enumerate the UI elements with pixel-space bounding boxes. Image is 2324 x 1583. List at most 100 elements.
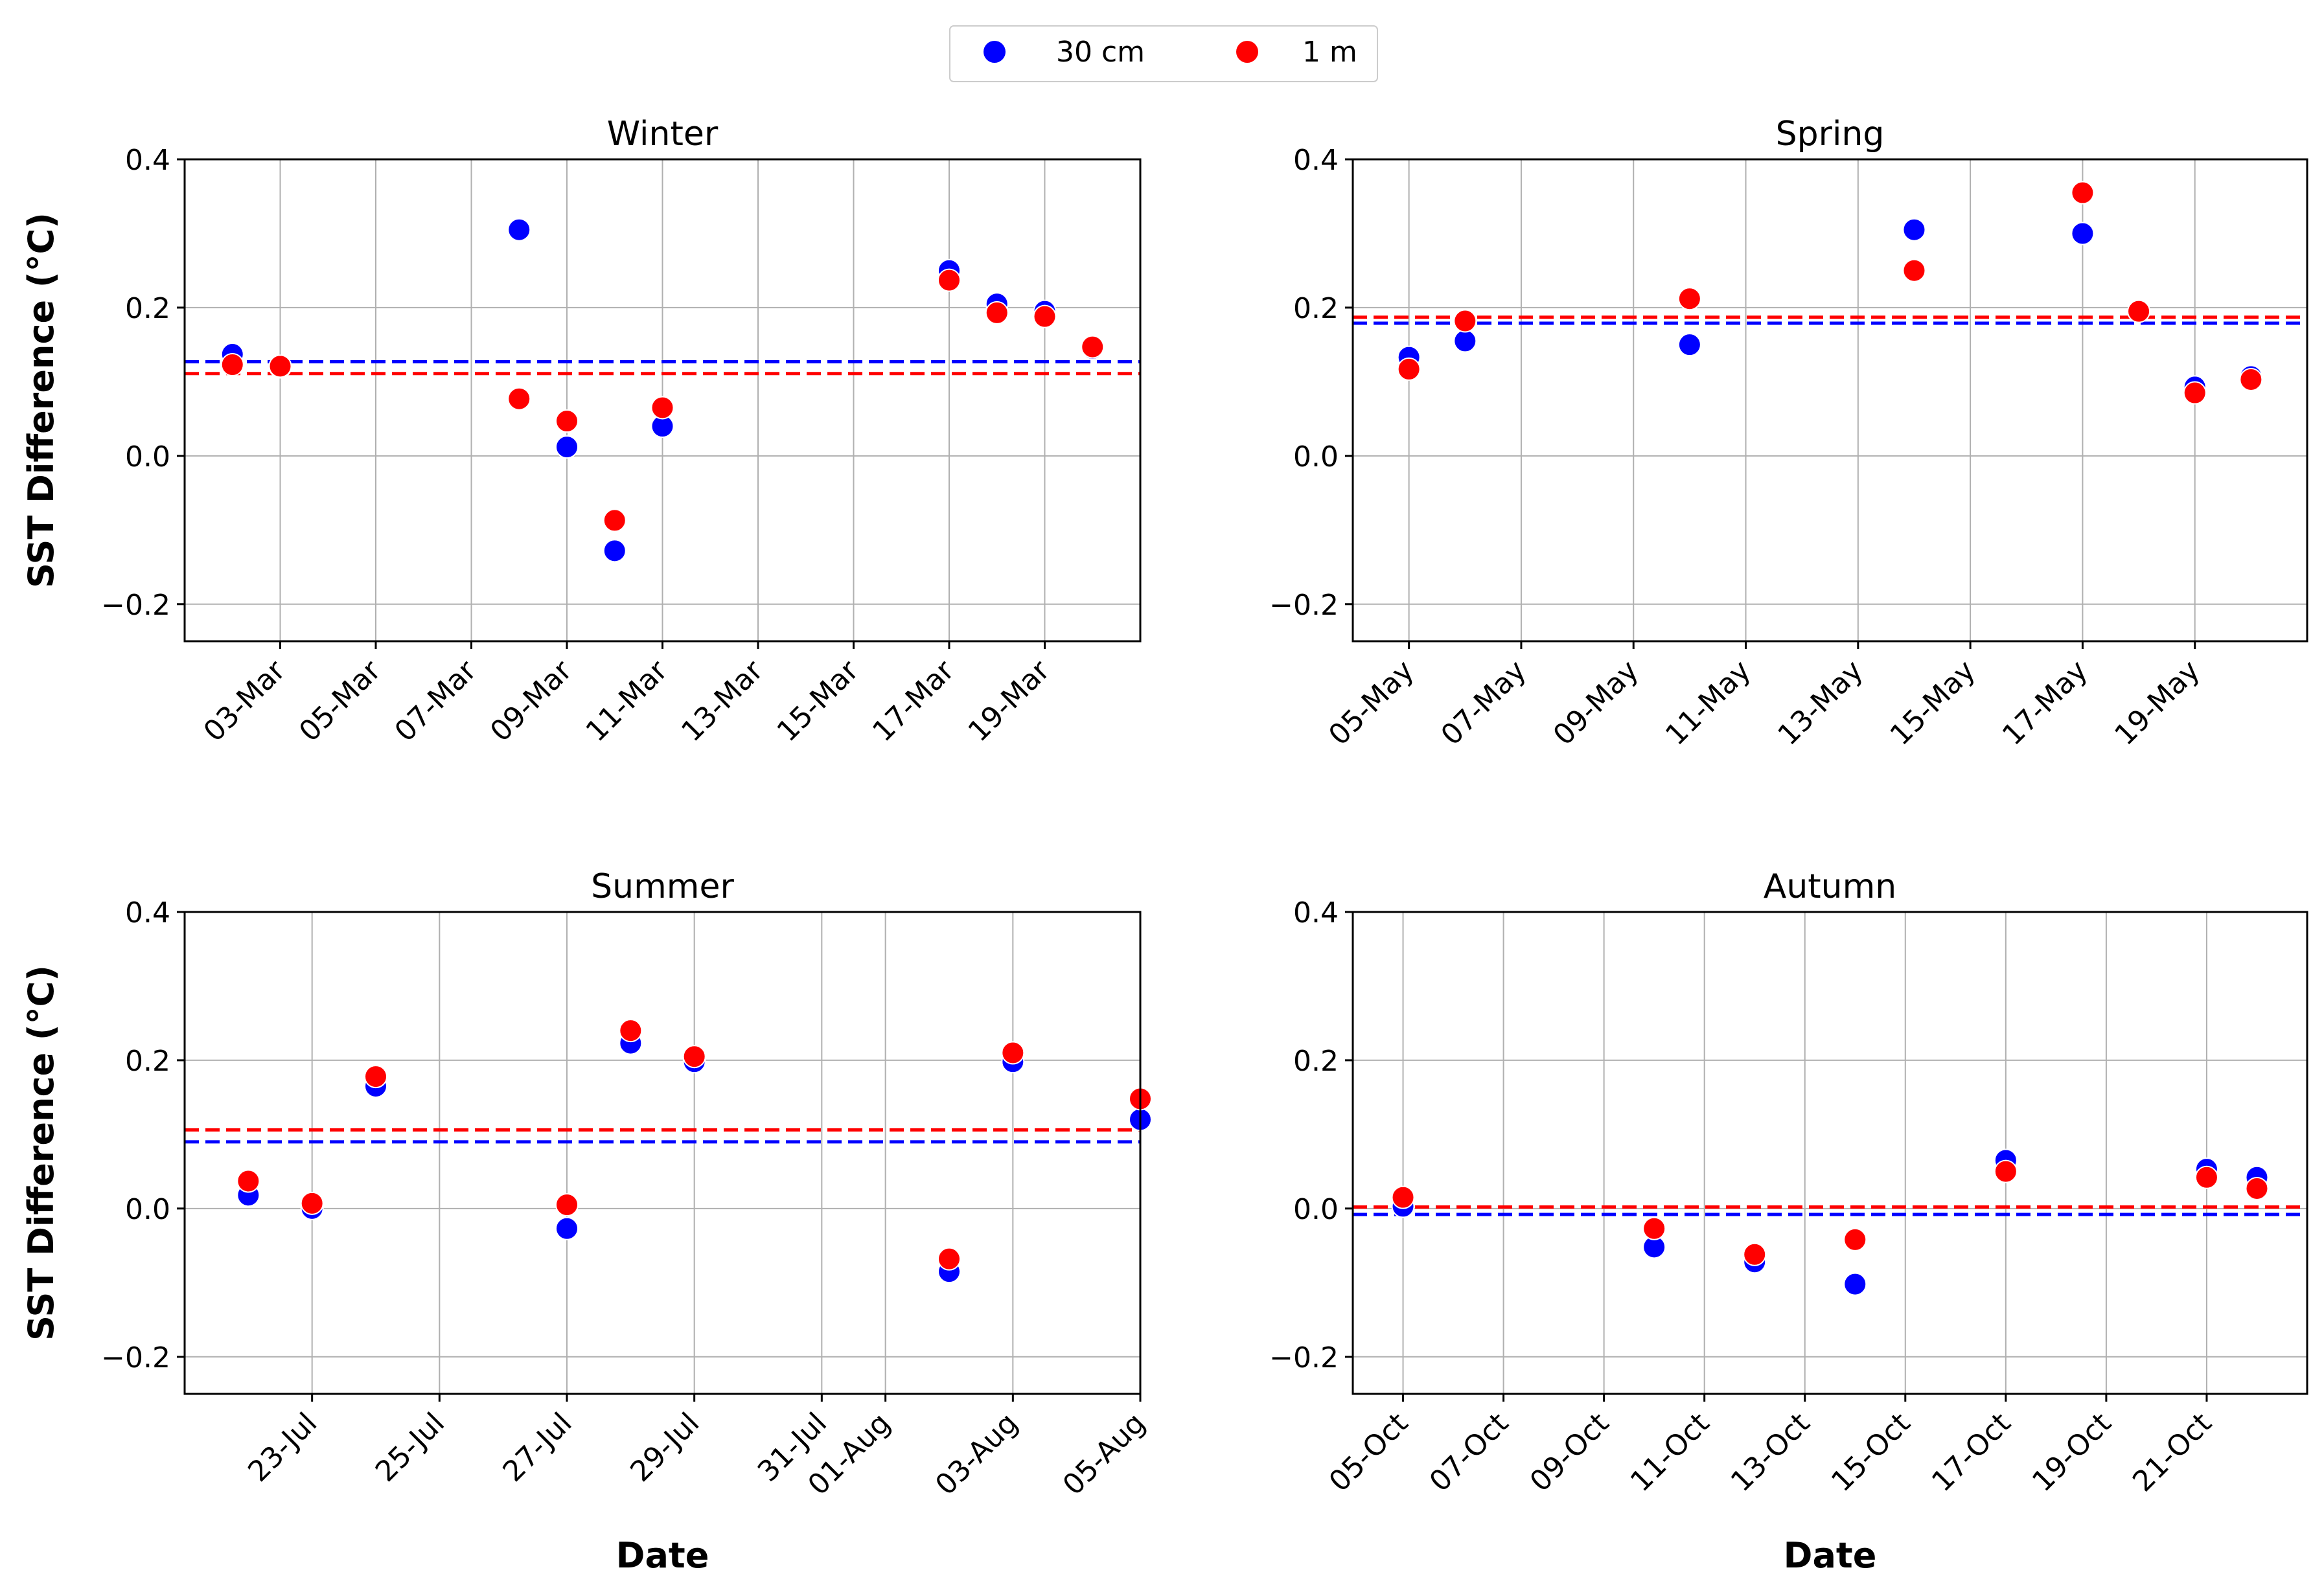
x-axis-title: Date <box>616 1535 709 1576</box>
point-1m <box>2071 181 2095 205</box>
x-tick-label: 05-Oct <box>1323 1407 1415 1499</box>
point-1m <box>268 354 292 378</box>
x-tick-label: 13-Oct <box>1725 1407 1817 1499</box>
legend-label-30cm: 30 cm <box>1056 36 1145 69</box>
x-tick-label: 05-May <box>1322 654 1420 752</box>
y-tick-label: −0.2 <box>101 589 170 622</box>
x-tick-label: 17-Oct <box>1926 1407 2018 1499</box>
point-1m <box>1001 1041 1025 1065</box>
point-1m <box>938 268 961 292</box>
x-tick-label: 17-Mar <box>866 654 961 748</box>
x-tick-label: 09-May <box>1547 654 1645 752</box>
y-tick-label: −0.2 <box>101 1341 170 1374</box>
legend-box <box>949 25 1378 82</box>
plot-frame <box>1352 911 2308 1395</box>
x-tick-label: 19-Mar <box>962 654 1057 748</box>
plot-frame <box>183 911 1142 1395</box>
y-tick-label: 0.4 <box>1293 144 1339 177</box>
x-tick-label: 25-Jul <box>369 1407 451 1488</box>
legend-marker-30cm <box>984 41 1006 63</box>
y-tick-label: 0.0 <box>1293 440 1339 473</box>
point-1m <box>938 1247 961 1271</box>
plot-frame <box>1352 158 2308 643</box>
point-1m <box>1843 1227 1867 1251</box>
legend-label-1m: 1 m <box>1302 36 1357 69</box>
x-tick-label: 23-Jul <box>242 1407 323 1488</box>
x-tick-label: 09-Oct <box>1524 1407 1616 1499</box>
point-1m <box>507 387 531 411</box>
y-tick-label: 0.4 <box>125 896 170 929</box>
panel-title: Autumn <box>1764 867 1897 906</box>
y-tick-label: −0.2 <box>1269 589 1339 622</box>
point-1m <box>985 301 1009 325</box>
y-tick-label: 0.0 <box>125 440 170 473</box>
x-tick-label: 27-Jul <box>497 1407 579 1488</box>
point-1m <box>555 409 579 433</box>
point-1m <box>1743 1242 1767 1266</box>
x-tick-label: 09-Mar <box>484 654 579 748</box>
point-30cm <box>1453 329 1477 353</box>
x-tick-label: 07-May <box>1434 654 1532 752</box>
point-1m <box>364 1065 387 1089</box>
point-1m <box>2127 299 2151 323</box>
x-tick-label: 11-Oct <box>1624 1407 1716 1499</box>
panel-winter: −0.2 0.0 0.2 0.4 03-Mar 05-Mar 07-Mar 09-Mar 11-… <box>21 115 1142 748</box>
point-1m <box>2183 381 2207 405</box>
point-30cm <box>1843 1272 1867 1296</box>
point-1m <box>1081 335 1105 359</box>
point-1m <box>236 1169 260 1193</box>
point-1m <box>650 396 674 420</box>
point-1m <box>1033 304 1057 328</box>
panel-title: Spring <box>1776 115 1885 154</box>
point-1m <box>1902 258 1926 282</box>
panel-title: Summer <box>591 867 734 906</box>
panel-spring: −0.2 0.0 0.2 0.4 05-May 07-May 09-May 11-May 13-… <box>1269 115 2308 752</box>
x-tick-label: 03-Aug <box>929 1407 1024 1502</box>
point-1m <box>2239 367 2263 391</box>
point-30cm <box>555 1216 579 1240</box>
x-tick-label: 07-Oct <box>1423 1407 1515 1499</box>
x-tick-label: 29-Jul <box>624 1407 706 1488</box>
point-1m <box>1677 287 1701 311</box>
y-tick-label: 0.4 <box>125 144 170 177</box>
y-tick-label: 0.2 <box>125 292 170 325</box>
point-1m <box>603 508 627 532</box>
point-1m <box>682 1045 706 1069</box>
x-tick-label: 05-Mar <box>293 654 387 748</box>
x-tick-label: 07-Mar <box>389 654 483 748</box>
point-1m <box>220 353 244 377</box>
legend-marker-1m <box>1236 41 1258 63</box>
x-tick-label: 13-Mar <box>675 654 770 748</box>
point-1m <box>1397 357 1421 381</box>
y-tick-label: 0.2 <box>125 1045 170 1078</box>
point-1m <box>1642 1216 1666 1240</box>
point-1m <box>2245 1176 2269 1200</box>
x-tick-label: 19-Oct <box>2026 1407 2118 1499</box>
y-tick-label: 0.0 <box>1293 1193 1339 1226</box>
panel-title: Winter <box>607 115 719 154</box>
x-tick-label: 19-May <box>2108 654 2206 752</box>
x-tick-label: 15-May <box>1884 654 1982 752</box>
point-1m <box>2194 1165 2218 1189</box>
panel-autumn: −0.2 0.0 0.2 0.4 05-Oct 07-Oct 09-Oct 11-Oct 13-… <box>1269 867 2308 1576</box>
y-axis-title: SST Difference (°C) <box>21 212 62 588</box>
x-tick-label: 11-Mar <box>580 654 674 748</box>
y-tick-label: 0.2 <box>1293 1045 1339 1078</box>
point-1m <box>1453 309 1477 333</box>
point-1m <box>1391 1185 1415 1209</box>
point-1m <box>1994 1159 2018 1183</box>
y-tick-label: 0.2 <box>1293 292 1339 325</box>
point-30cm <box>1902 218 1926 242</box>
x-tick-label: 13-May <box>1771 654 1869 752</box>
x-tick-label: 15-Mar <box>771 654 866 748</box>
x-tick-label: 03-Mar <box>198 654 292 748</box>
point-30cm <box>603 539 627 563</box>
x-axis-title: Date <box>1784 1535 1877 1576</box>
point-1m <box>555 1193 579 1217</box>
x-tick-label: 11-May <box>1659 654 1757 752</box>
point-30cm <box>2071 222 2095 245</box>
point-30cm <box>555 435 579 459</box>
point-1m <box>619 1019 643 1043</box>
